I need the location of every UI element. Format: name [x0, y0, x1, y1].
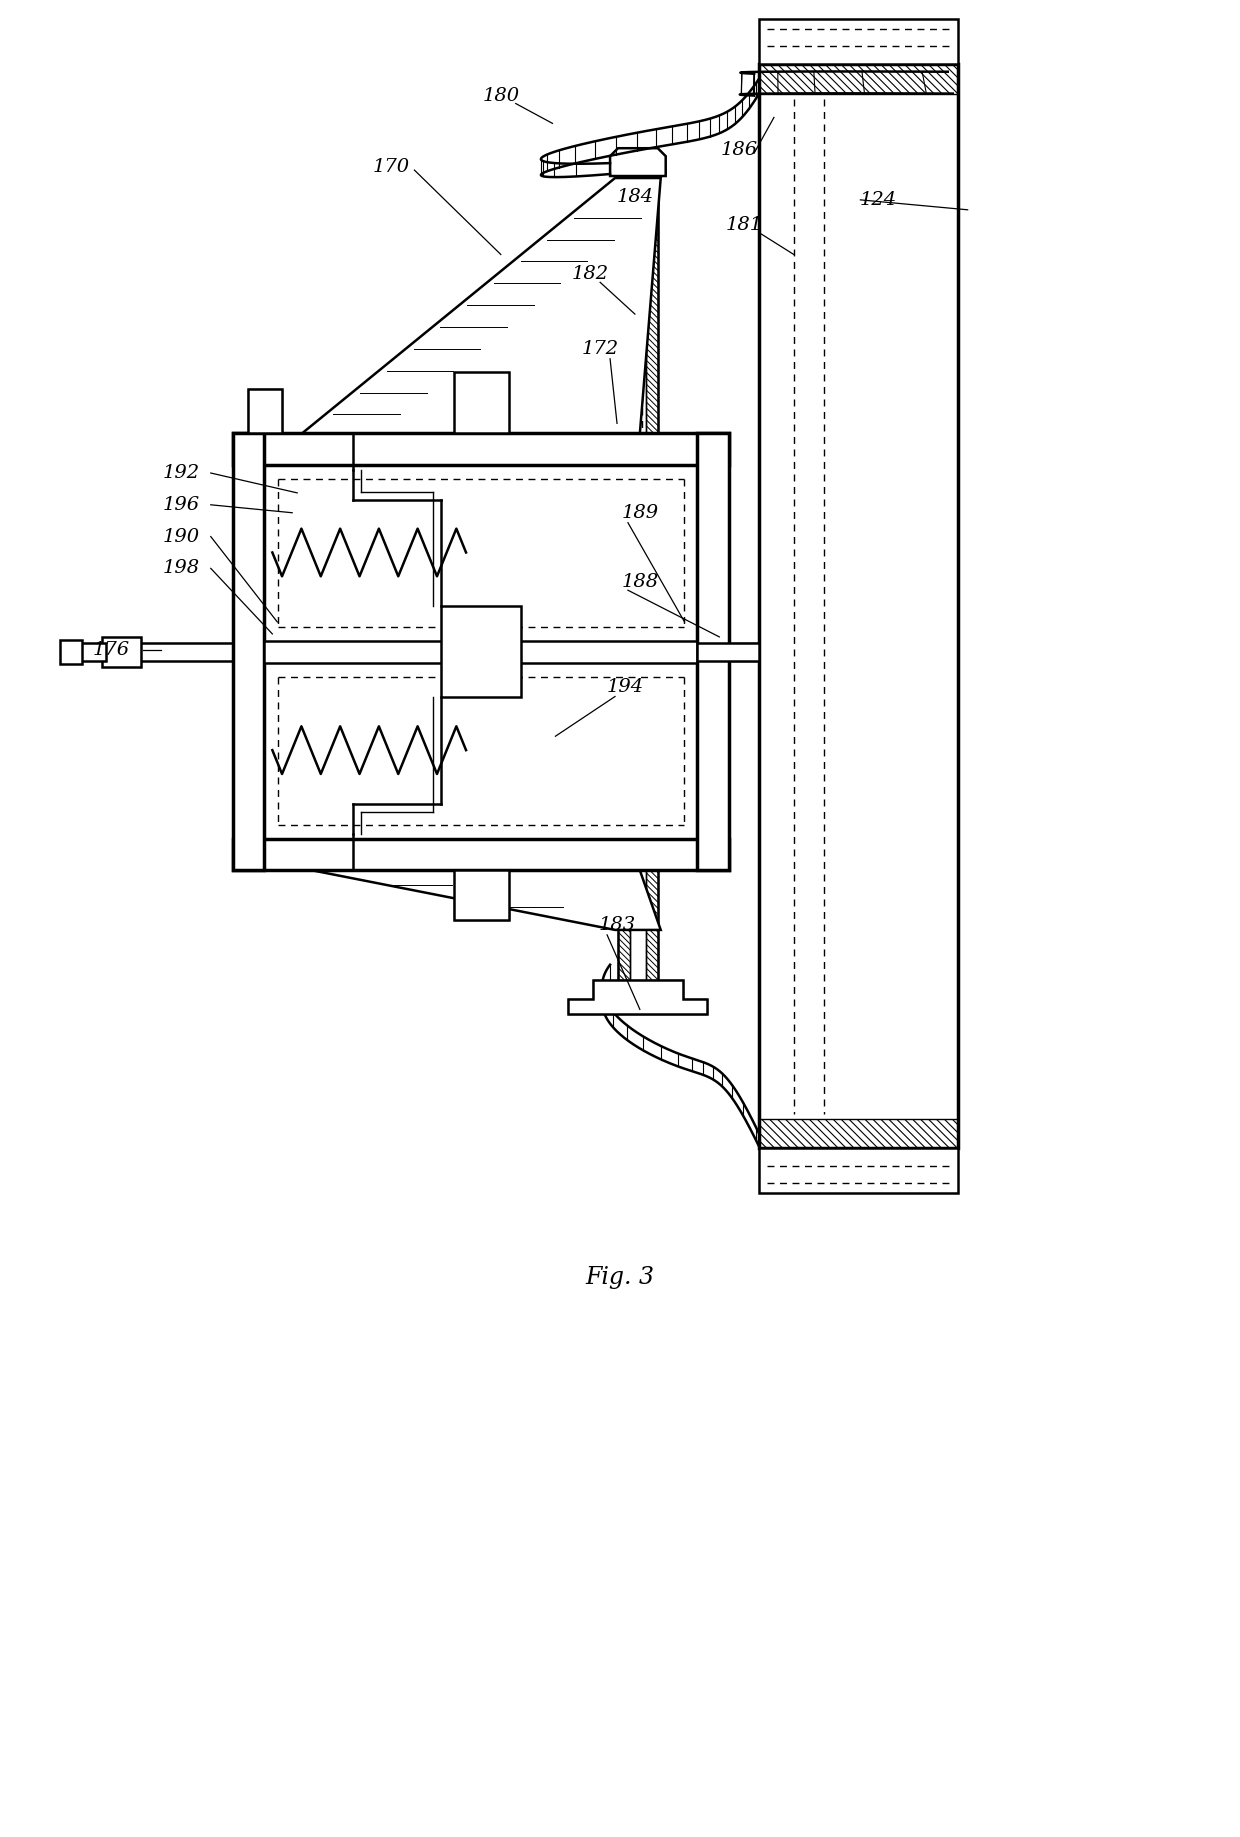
Bar	[441, 606, 521, 698]
Bar	[233, 434, 264, 871]
Polygon shape	[303, 178, 661, 434]
Text: 198: 198	[162, 560, 200, 577]
Text: 184: 184	[616, 187, 653, 206]
Bar	[248, 389, 283, 434]
Text: 189: 189	[621, 503, 658, 522]
Text: 124: 124	[859, 191, 897, 209]
Polygon shape	[312, 871, 661, 930]
Text: 192: 192	[162, 465, 200, 481]
Bar	[759, 1148, 957, 1194]
Text: 194: 194	[606, 678, 644, 696]
Bar	[697, 643, 759, 661]
Polygon shape	[568, 979, 707, 1014]
Text: 190: 190	[162, 527, 200, 546]
Text: 186: 186	[720, 141, 758, 160]
Bar	[454, 871, 508, 920]
Text: 172: 172	[582, 340, 619, 358]
Bar	[264, 465, 697, 838]
Bar	[759, 18, 957, 64]
Bar	[77, 643, 107, 661]
Text: 176: 176	[93, 641, 130, 659]
Bar	[759, 64, 957, 1148]
Bar	[233, 838, 729, 871]
Text: 196: 196	[162, 496, 200, 514]
Bar	[454, 371, 508, 434]
Bar	[60, 639, 82, 663]
Text: 182: 182	[572, 265, 609, 283]
Bar	[264, 641, 697, 663]
Text: 183: 183	[599, 917, 636, 933]
Bar	[102, 637, 141, 667]
Bar	[697, 434, 729, 871]
Text: Fig. 3: Fig. 3	[585, 1266, 655, 1290]
Text: 180: 180	[482, 86, 520, 105]
Text: 170: 170	[373, 158, 410, 176]
Text: 188: 188	[621, 573, 658, 592]
Polygon shape	[610, 149, 666, 176]
Text: 181: 181	[725, 215, 763, 233]
Bar	[233, 434, 729, 465]
